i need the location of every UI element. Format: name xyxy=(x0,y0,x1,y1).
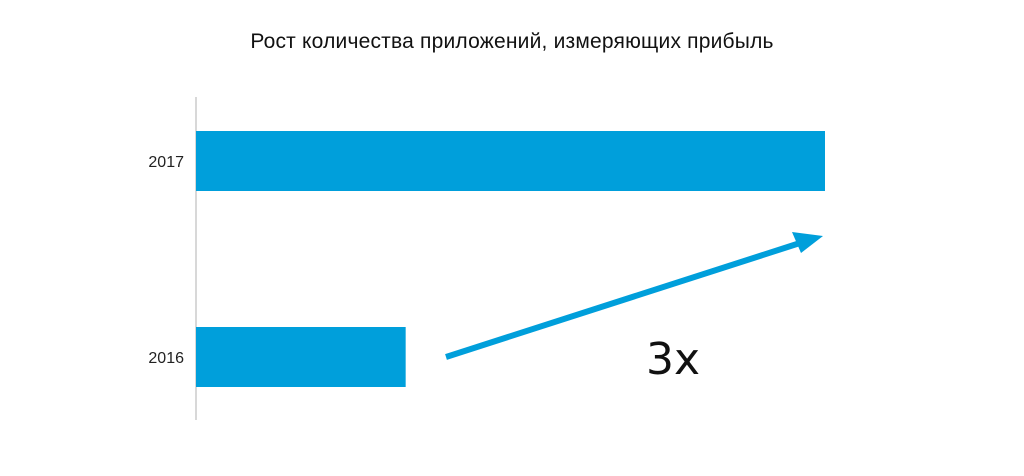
chart-title: Рост количества приложений, измеряющих п… xyxy=(250,30,774,53)
tick-labels-layer: 2017 2016 xyxy=(148,154,184,367)
bar-2016 xyxy=(196,327,406,387)
tick-label-2016: 2016 xyxy=(148,350,184,367)
growth-label: 3x xyxy=(646,334,700,385)
tick-label-2017: 2017 xyxy=(148,154,184,171)
bars-layer xyxy=(196,131,825,387)
bar-2017 xyxy=(196,131,825,191)
annotation-layer: 3x xyxy=(445,232,823,385)
growth-arrow-shaft xyxy=(445,240,801,360)
growth-arrow-head-icon xyxy=(792,232,823,253)
